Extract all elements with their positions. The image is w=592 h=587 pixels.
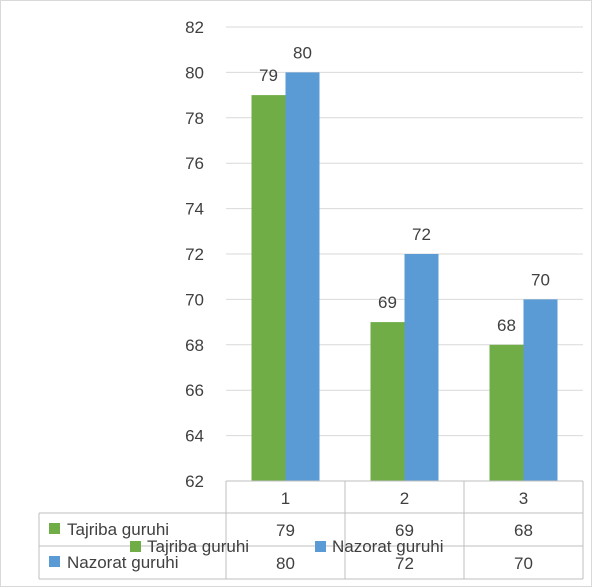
y-tick-label-6: 74 [185, 200, 204, 219]
data-label-series1-cat2: 69 [378, 293, 397, 312]
y-tick-label-8: 78 [185, 109, 204, 128]
bar-series1-cat2 [370, 322, 405, 481]
table-value-series2-cat3: 70 [514, 554, 533, 573]
table-value-series2-cat1: 80 [276, 554, 295, 573]
y-tick-label-9: 80 [185, 63, 204, 82]
y-tick-label-7: 76 [185, 154, 204, 173]
table-value-series1-cat1: 79 [276, 521, 295, 540]
y-tick-label-0: 62 [185, 472, 204, 491]
table-value-series2-cat2: 72 [395, 554, 414, 573]
data-label-series2-cat2: 72 [412, 225, 431, 244]
category-label-1: 1 [281, 489, 290, 508]
table-key-series2 [49, 556, 60, 567]
table-series-name-1: Tajriba guruhi [67, 520, 169, 539]
legend-label-series2: Nazorat guruhi [332, 537, 444, 556]
bar-series2-cat1 [285, 72, 320, 482]
y-tick-label-2: 66 [185, 381, 204, 400]
data-label-series2-cat3: 70 [531, 270, 550, 289]
table-value-series1-cat3: 68 [514, 521, 533, 540]
y-tick-label-1: 64 [185, 427, 204, 446]
data-label-series1-cat3: 68 [497, 316, 516, 335]
bar-series2-cat2 [404, 254, 439, 481]
data-label-series2-cat1: 80 [293, 43, 312, 62]
data-label-series1-cat1: 79 [259, 66, 278, 85]
bar-series1-cat1 [251, 95, 286, 481]
category-label-3: 3 [519, 489, 528, 508]
bar-series2-cat3 [523, 299, 558, 481]
table-key-series1 [49, 523, 60, 534]
y-tick-label-3: 68 [185, 336, 204, 355]
legend-key-series2 [315, 541, 326, 552]
legend-label-series1: Tajriba guruhi [147, 537, 249, 556]
legend-key-series1 [130, 541, 141, 552]
y-tick-label-10: 82 [185, 18, 204, 37]
table-value-series1-cat2: 69 [395, 521, 414, 540]
table-series-name-2: Nazorat guruhi [67, 553, 179, 572]
y-tick-label-5: 72 [185, 245, 204, 264]
category-label-2: 2 [400, 489, 409, 508]
bar-series1-cat3 [489, 344, 524, 481]
y-tick-label-4: 70 [185, 290, 204, 309]
